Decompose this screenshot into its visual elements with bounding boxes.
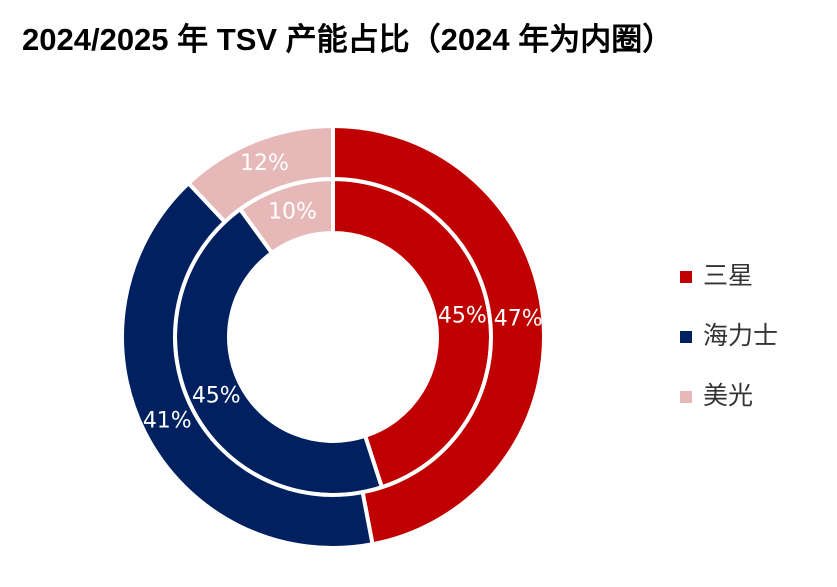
- value-label: 12%: [240, 151, 289, 176]
- donut-segment: [185, 123, 335, 225]
- chart-title: 2024/2025 年 TSV 产能占比（2024 年为内圈）: [22, 22, 673, 57]
- value-label: 47%: [494, 306, 543, 331]
- value-label: 45%: [438, 304, 487, 329]
- value-label: 45%: [192, 383, 241, 408]
- legend-label: 美光: [703, 381, 753, 410]
- legend-label: 海力士: [703, 321, 778, 350]
- legend-swatch: [680, 271, 692, 283]
- value-label: 10%: [268, 199, 317, 224]
- donut-segment: [120, 180, 375, 550]
- value-label: 41%: [143, 408, 192, 433]
- legend-label: 三星: [703, 261, 753, 290]
- legend-swatch: [680, 391, 692, 403]
- donut-segment: [331, 123, 546, 547]
- legend-swatch: [680, 331, 692, 343]
